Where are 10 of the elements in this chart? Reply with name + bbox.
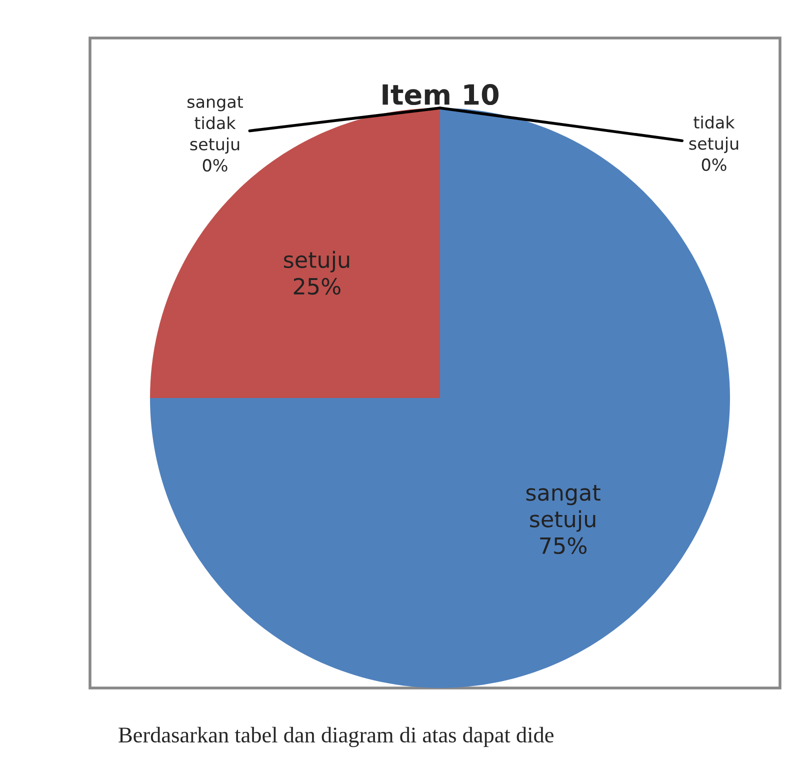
data-label: 75%: [540, 537, 587, 554]
text: 0%: [202, 159, 228, 172]
data-label: 25%: [294, 278, 340, 295]
chart-title: Item 10: [382, 84, 499, 106]
slice-label: setuju: [284, 250, 350, 272]
category-label: sangat tidak setuju: [188, 96, 243, 154]
slice-label: sangat setuju: [526, 484, 600, 532]
text: Berdasarkan tabel dan diagram di atas dapat dide: [118, 726, 554, 748]
category-label: tidak setuju: [689, 116, 738, 154]
text: 0%: [702, 158, 726, 172]
